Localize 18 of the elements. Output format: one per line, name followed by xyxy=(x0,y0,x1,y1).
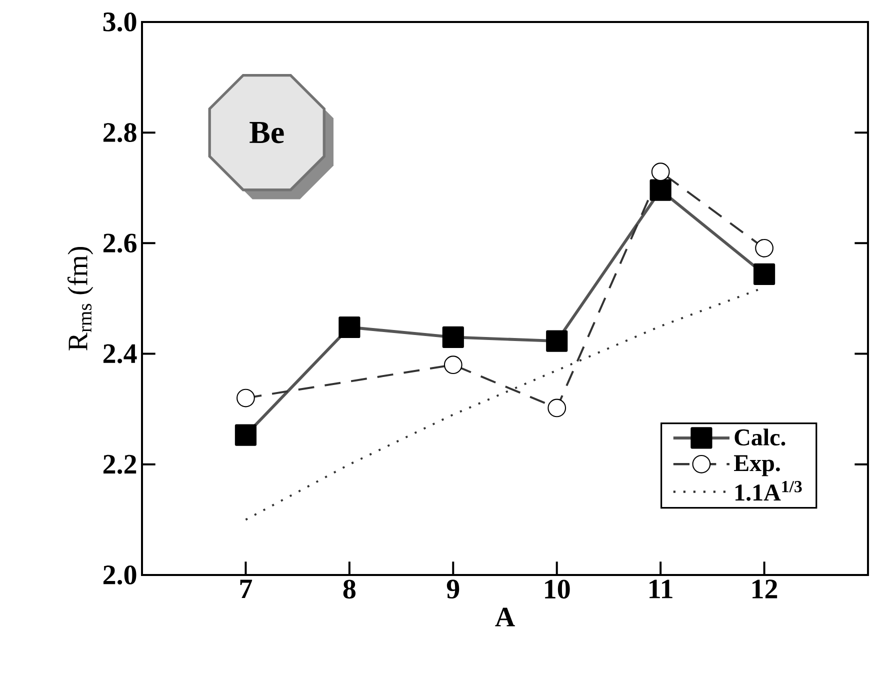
y-tick-label: 2.6 xyxy=(103,234,136,253)
x-tick-label: 7 xyxy=(240,580,252,598)
annotation: Be xyxy=(250,122,284,144)
legend-label: Calc. xyxy=(734,428,786,446)
x-tick-label: 10 xyxy=(545,580,570,599)
y-tick-label: 3.0 xyxy=(103,12,136,32)
y-tick-label: 2.8 xyxy=(103,123,136,142)
x-tick-label: 9 xyxy=(446,580,460,599)
x-tick-label: 11 xyxy=(650,580,672,598)
legend-label: 1.1A$^{1/3}$ xyxy=(735,481,802,501)
legend-label: Exp. xyxy=(734,455,780,476)
y-axis-title: R$_{rms}$ (fm) xyxy=(67,246,94,350)
x-tick-label: 12 xyxy=(752,580,778,598)
x-axis-title: A xyxy=(495,608,515,626)
x-tick-label: 8 xyxy=(343,580,356,599)
y-tick-label: 2.4 xyxy=(103,344,137,364)
y-tick-label: 2.0 xyxy=(103,565,136,584)
y-tick-label: 2.2 xyxy=(103,454,136,474)
